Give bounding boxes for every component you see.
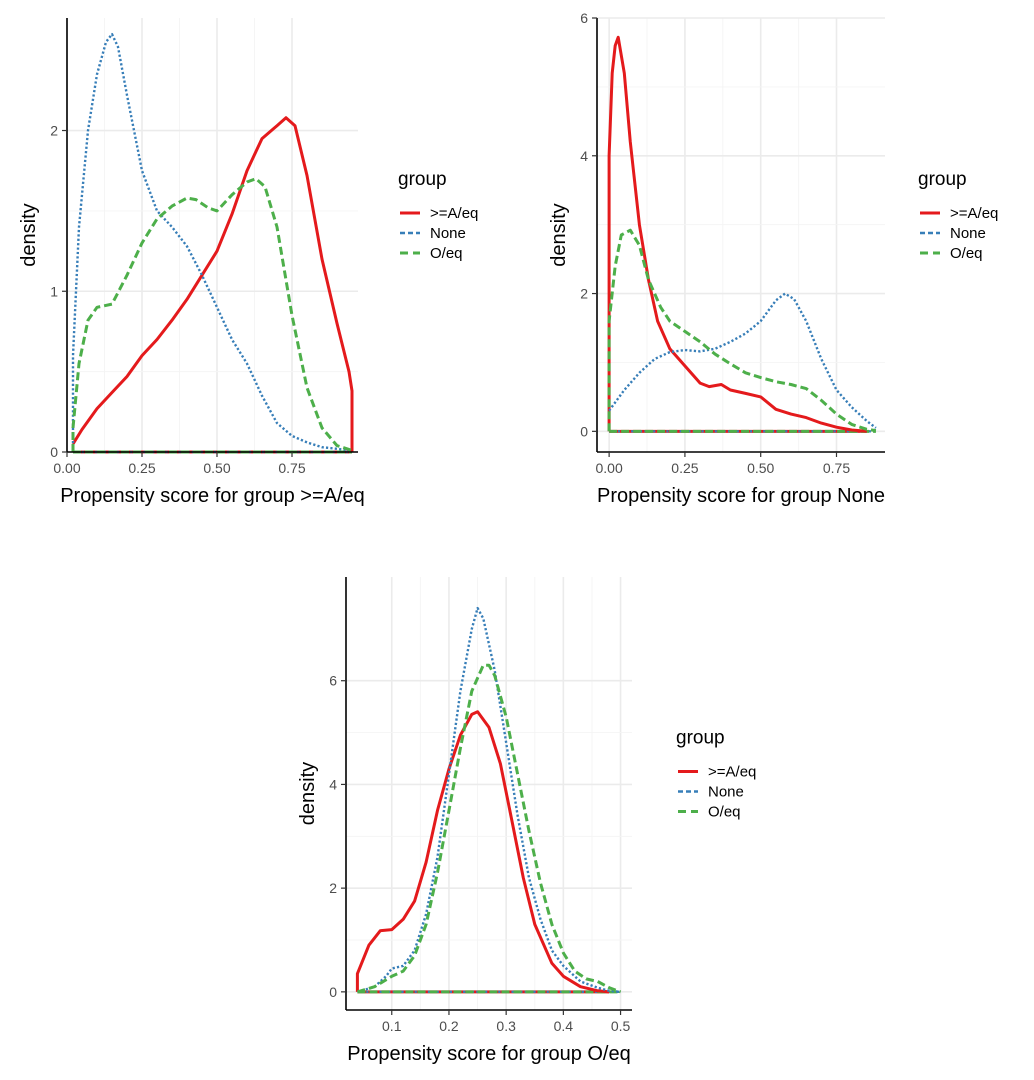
x-tick-label: 0.75 — [278, 460, 305, 476]
y-tick-label: 0 — [580, 423, 588, 439]
x-tick-label: 0.00 — [53, 460, 80, 476]
series-line-none — [71, 32, 353, 452]
y-tick-label: 6 — [580, 10, 588, 26]
legend-label-o: O/eq — [950, 245, 983, 262]
legend-title: group — [676, 728, 725, 749]
x-tick-label: 0.00 — [596, 460, 623, 476]
series-line-a — [607, 35, 867, 433]
legend-label-o: O/eq — [430, 245, 463, 262]
y-axis-title: density — [548, 203, 570, 266]
y-tick-label: 0 — [50, 444, 58, 460]
y-tick-label: 4 — [329, 776, 337, 792]
panel-2: 0.00 0.25 0.50 0.75 0 2 4 6 Propensity score for… — [548, 10, 998, 507]
series-line-o — [356, 663, 622, 994]
legend-title: group — [918, 169, 967, 190]
x-axis-title: Propensity score for group None — [597, 485, 885, 507]
x-tick-label: 0.50 — [747, 460, 774, 476]
x-tick-label: 0.4 — [554, 1018, 574, 1034]
x-tick-label: 0.3 — [496, 1018, 516, 1034]
legend-label-none: None — [708, 784, 744, 801]
y-tick-label: 2 — [580, 286, 588, 302]
legend: group >=A/eq None O/eq — [398, 169, 478, 262]
y-tick-label: 0 — [329, 984, 337, 1000]
series-line-o — [607, 228, 877, 433]
plot-background — [346, 577, 632, 1010]
panel-1: 0.00 0.25 0.50 0.75 0 1 2 Propensity score for … — [18, 18, 478, 507]
legend-label-o: O/eq — [708, 804, 741, 821]
y-tick-label: 2 — [329, 880, 337, 896]
x-axis-title: Propensity score for group >=A/eq — [60, 485, 365, 507]
x-tick-label: 0.75 — [823, 460, 850, 476]
panel-3: 0.1 0.2 0.3 0.4 0.5 0 2 4 6 Propensity score for … — [297, 577, 756, 1065]
x-tick-label: 0.50 — [203, 460, 230, 476]
y-axis-title: density — [297, 762, 319, 825]
series-line-a — [355, 710, 610, 994]
x-tick-label: 0.25 — [128, 460, 155, 476]
x-tick-label: 0.25 — [671, 460, 698, 476]
legend-title: group — [398, 169, 447, 190]
y-tick-label: 2 — [50, 123, 58, 139]
series-line-o — [71, 177, 353, 452]
x-axis-title: Propensity score for group O/eq — [347, 1043, 630, 1065]
plot-background — [67, 18, 358, 452]
legend-label-none: None — [430, 225, 466, 242]
x-tick-label: 0.1 — [382, 1018, 402, 1034]
grid — [66, 18, 358, 453]
x-tick-label: 0.5 — [611, 1018, 631, 1034]
y-tick-label: 4 — [580, 148, 588, 164]
legend: group >=A/eq None O/eq — [918, 169, 998, 262]
legend-label-a: >=A/eq — [430, 205, 478, 222]
x-tick-label: 0.2 — [439, 1018, 459, 1034]
series-line-a — [71, 116, 354, 452]
series-line-none — [357, 606, 621, 994]
legend-label-none: None — [950, 225, 986, 242]
legend: group >=A/eq None O/eq — [676, 728, 756, 821]
y-tick-label: 6 — [329, 673, 337, 689]
series-line-none — [608, 292, 877, 429]
y-axis-title: density — [18, 203, 40, 266]
legend-label-a: >=A/eq — [708, 764, 756, 781]
legend-label-a: >=A/eq — [950, 205, 998, 222]
y-tick-label: 1 — [50, 283, 58, 299]
